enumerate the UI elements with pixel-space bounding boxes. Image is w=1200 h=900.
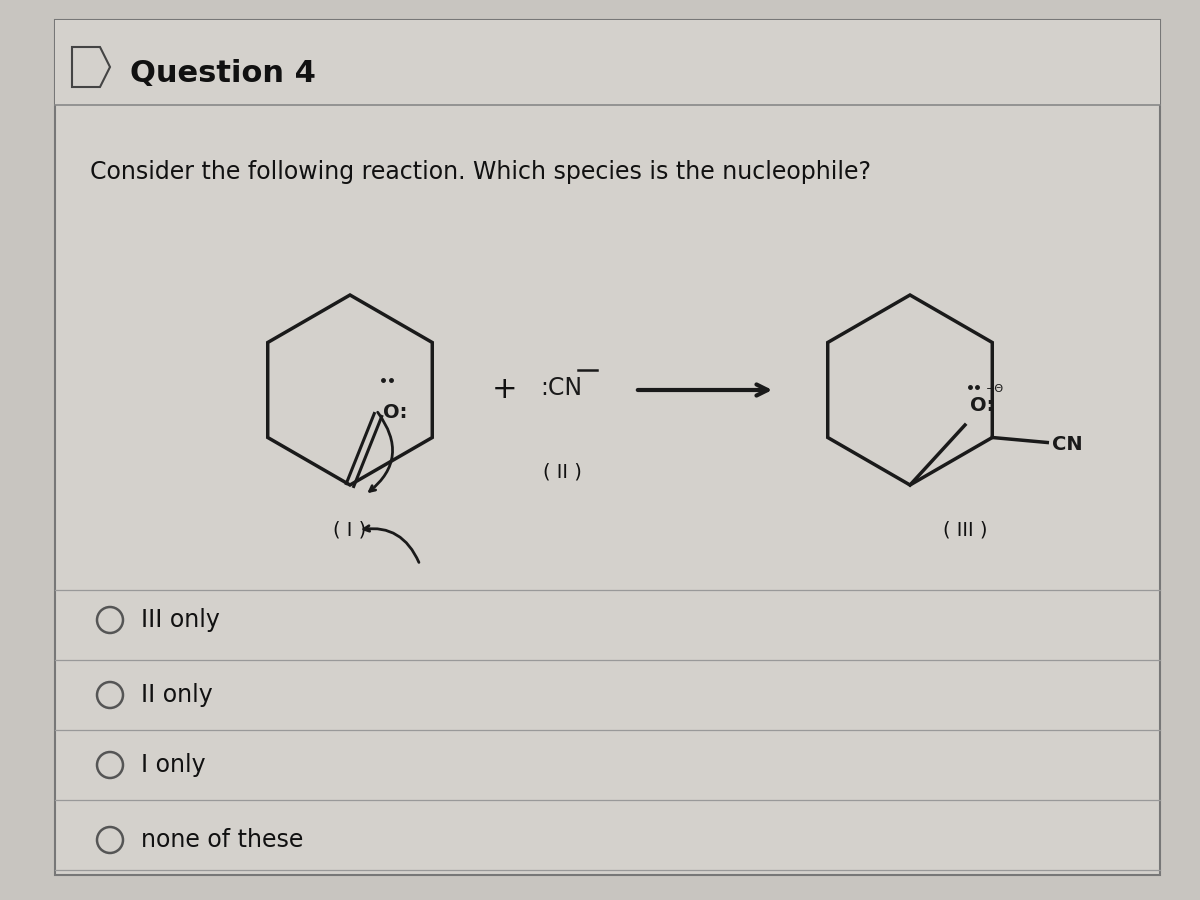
Text: I only: I only xyxy=(142,753,205,777)
FancyBboxPatch shape xyxy=(55,20,1160,875)
Text: :CN: :CN xyxy=(540,376,582,400)
Text: Consider the following reaction. Which species is the nucleophile?: Consider the following reaction. Which s… xyxy=(90,160,871,184)
Text: none of these: none of these xyxy=(142,828,304,852)
Text: ( I ): ( I ) xyxy=(334,520,367,539)
Text: Question 4: Question 4 xyxy=(130,59,316,88)
Text: CN: CN xyxy=(1052,435,1082,454)
Text: −Θ: −Θ xyxy=(986,384,1004,394)
Text: ( II ): ( II ) xyxy=(542,463,582,482)
Text: O:: O: xyxy=(383,403,407,422)
Text: II only: II only xyxy=(142,683,212,707)
Text: ( III ): ( III ) xyxy=(943,520,988,539)
FancyBboxPatch shape xyxy=(55,20,1160,105)
Text: O:: O: xyxy=(970,396,995,415)
Text: +: + xyxy=(492,375,518,404)
Text: III only: III only xyxy=(142,608,220,632)
